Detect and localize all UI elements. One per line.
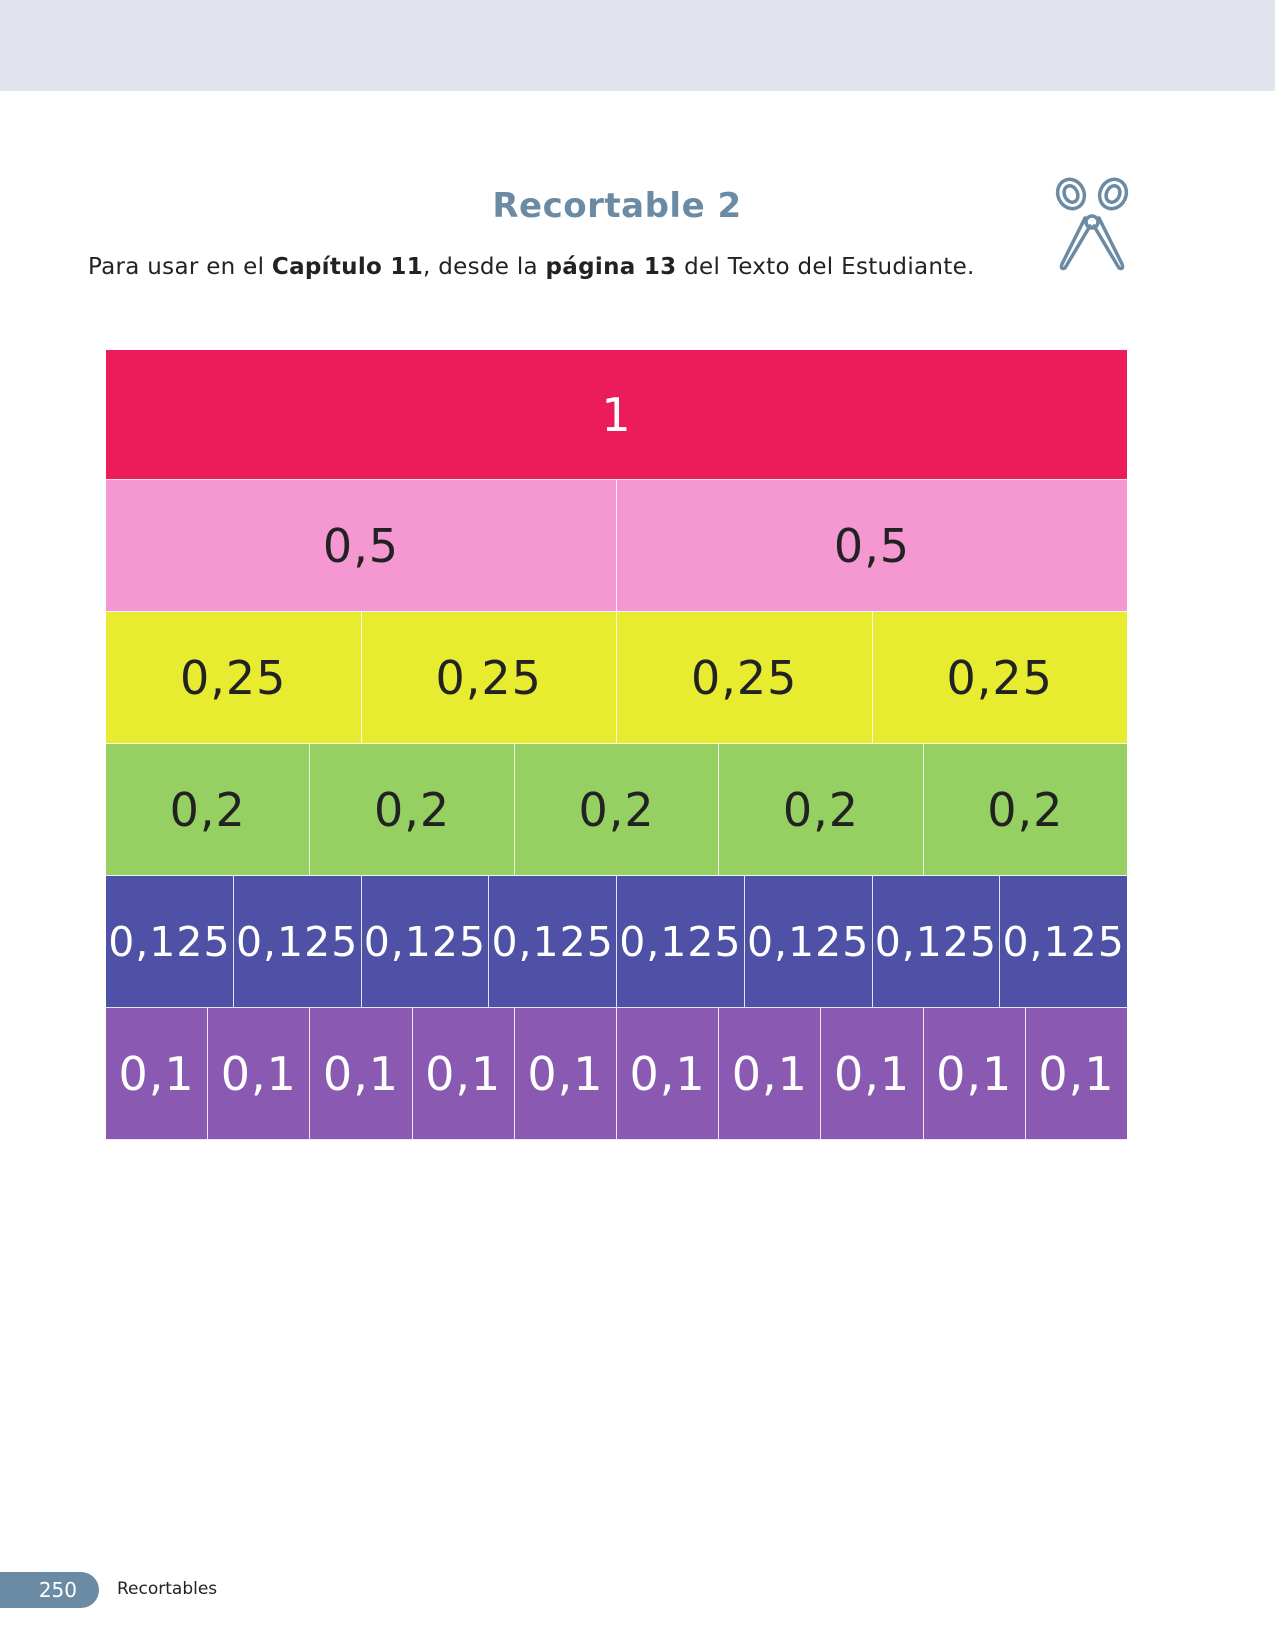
fraction-tile: 0,25 <box>106 612 362 744</box>
fraction-value: 0,1 <box>731 1046 808 1101</box>
fraction-tile: 0,125 <box>872 876 1001 1008</box>
fraction-value: 0,1 <box>322 1046 400 1101</box>
fraction-tile: 0,125 <box>744 876 873 1008</box>
instruction-text: Para usar en el Capítulo 11, desde la pá… <box>88 254 975 280</box>
fraction-value: 0,125 <box>619 917 742 966</box>
fraction-value: 0,5 <box>322 518 400 573</box>
fraction-value: 0,125 <box>491 917 614 966</box>
fraction-tile: 0,1 <box>923 1008 1026 1140</box>
fraction-tile: 0,5 <box>617 480 1127 612</box>
fraction-tile: 0,1 <box>514 1008 618 1140</box>
fraction-row: 0,25 0,25 0,25 0,25 <box>106 612 1127 744</box>
fraction-value: 0,2 <box>169 782 246 837</box>
fraction-value: 0,1 <box>527 1046 604 1101</box>
fraction-tile: 1 <box>106 350 1127 480</box>
page-title: Recortable 2 <box>492 186 742 226</box>
fraction-tile: 0,1 <box>821 1008 924 1140</box>
fraction-value: 0,1 <box>118 1046 195 1101</box>
fraction-value: 0,2 <box>578 782 655 837</box>
fraction-tile: 0,5 <box>106 480 617 612</box>
fraction-row: 1 <box>106 350 1127 480</box>
fraction-tile: 0,1 <box>719 1008 822 1140</box>
fraction-row: 0,5 0,5 <box>106 480 1127 612</box>
fraction-value: 0,1 <box>629 1046 706 1101</box>
fraction-value: 0,25 <box>691 650 798 705</box>
instruction-suffix: del Texto del Estudiante. <box>676 254 975 280</box>
fraction-value: 0,2 <box>374 782 451 837</box>
fraction-value: 0,25 <box>180 650 287 705</box>
fraction-value: 0,1 <box>936 1046 1013 1101</box>
fraction-tile: 0,2 <box>310 744 515 876</box>
fraction-tile: 0,125 <box>489 876 617 1008</box>
fraction-value: 0,25 <box>946 650 1053 705</box>
fraction-value: 0,125 <box>1002 917 1125 966</box>
fraction-tile: 0,2 <box>514 744 720 876</box>
fraction-tile: 0,1 <box>412 1008 515 1140</box>
fraction-value: 0,2 <box>987 782 1064 837</box>
fraction-tile: 0,2 <box>106 744 311 876</box>
instruction-middle: , desde la <box>423 254 546 280</box>
fraction-value: 0,125 <box>108 917 231 966</box>
page-reference: página 13 <box>545 254 677 280</box>
fraction-tile: 0,1 <box>617 1008 720 1140</box>
fraction-value: 0,1 <box>1038 1046 1115 1101</box>
fraction-tile: 0,125 <box>106 876 234 1008</box>
fraction-tile: 0,125 <box>233 876 362 1008</box>
fraction-tile: 0,1 <box>106 1008 209 1140</box>
fraction-wall: 1 0,5 0,5 0,25 0,25 0,25 0,25 0,2 0,2 0,2 0,2 0,2 0,… <box>106 350 1128 1140</box>
top-band <box>0 0 1275 91</box>
fraction-value: 0,1 <box>220 1046 297 1101</box>
fraction-tile: 0,25 <box>361 612 617 744</box>
fraction-tile: 0,1 <box>310 1008 413 1140</box>
fraction-value: 0,125 <box>363 917 487 966</box>
fraction-value: 0,2 <box>782 782 859 837</box>
fraction-tile: 0,2 <box>923 744 1128 876</box>
fraction-tile: 0,25 <box>617 612 873 744</box>
footer-section-label: Recortables <box>117 1579 218 1599</box>
fraction-tile: 0,2 <box>719 744 924 876</box>
scissors-icon <box>1055 177 1129 271</box>
fraction-row: 0,1 0,1 0,1 0,1 0,1 0,1 0,1 0,1 0,1 0,1 <box>106 1008 1128 1140</box>
fraction-value: 0,125 <box>235 917 359 966</box>
page-number: 250 <box>38 1578 77 1602</box>
instruction-prefix: Para usar en el <box>88 254 272 280</box>
fraction-value: 0,125 <box>874 917 998 966</box>
fraction-tile: 0,1 <box>1025 1008 1128 1140</box>
fraction-tile: 0,125 <box>1000 876 1127 1008</box>
fraction-row: 0,2 0,2 0,2 0,2 0,2 <box>106 744 1128 876</box>
chapter-reference: Capítulo 11 <box>271 254 424 280</box>
page-number-tab: 250 <box>0 1572 99 1608</box>
fraction-value: 1 <box>601 387 632 442</box>
fraction-value: 0,1 <box>425 1046 502 1101</box>
fraction-tile: 0,1 <box>208 1008 311 1140</box>
fraction-tile: 0,125 <box>361 876 490 1008</box>
fraction-value: 0,5 <box>833 518 911 573</box>
fraction-tile: 0,125 <box>617 876 745 1008</box>
fraction-row: 0,125 0,125 0,125 0,125 0,125 0,125 0,125 0,125 <box>106 876 1127 1008</box>
fraction-tile: 0,25 <box>872 612 1127 744</box>
fraction-value: 0,25 <box>435 650 542 705</box>
fraction-value: 0,125 <box>746 917 870 966</box>
fraction-value: 0,1 <box>833 1046 911 1101</box>
